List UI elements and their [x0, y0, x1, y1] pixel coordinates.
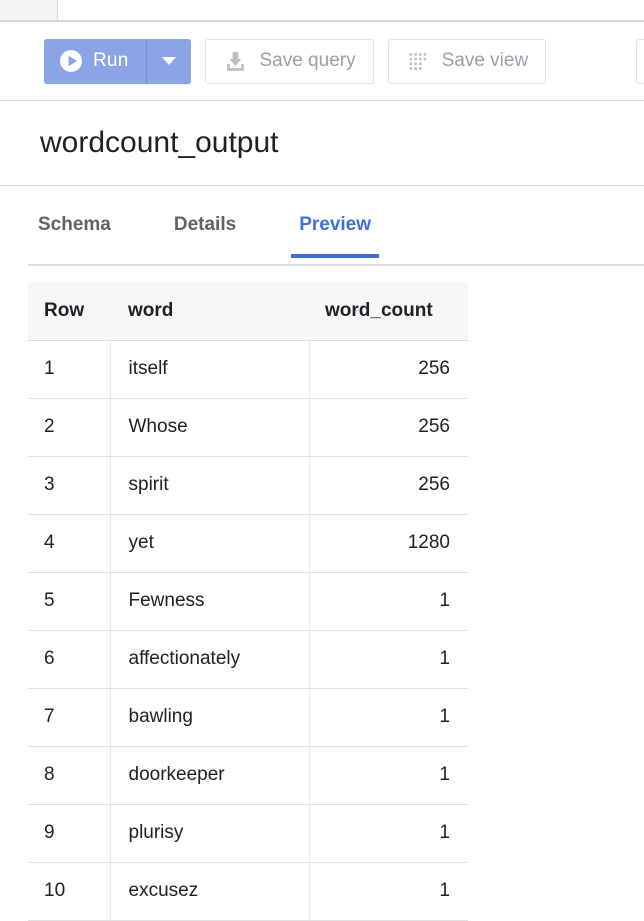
cell-word-count: 1 — [309, 804, 468, 863]
table-title-bar: wordcount_output — [0, 101, 644, 186]
column-header-row[interactable]: Row — [28, 282, 110, 341]
table-row[interactable]: 6 affectionately 1 — [28, 630, 468, 689]
save-view-button[interactable]: Save view — [387, 38, 547, 84]
table-row[interactable]: 7 bawling 1 — [28, 688, 468, 747]
browser-tab-strip — [0, 0, 644, 22]
run-dropdown-button[interactable] — [146, 38, 192, 84]
table-row[interactable]: 1 itself 256 — [28, 340, 468, 399]
column-header-word[interactable]: word — [110, 282, 309, 341]
cell-word-count: 1 — [309, 688, 468, 747]
detail-tabs: Schema Details Preview — [0, 186, 644, 268]
save-query-label: Save query — [259, 50, 356, 71]
cell-word-count: 1280 — [309, 514, 468, 573]
table-row[interactable]: 4 yet 1280 — [28, 514, 468, 573]
cell-row-number: 7 — [28, 688, 111, 747]
cell-row-number: 1 — [28, 340, 111, 399]
cell-word: Whose — [110, 398, 310, 457]
tab-preview[interactable]: Preview — [291, 214, 379, 258]
cell-word: itself — [110, 340, 310, 399]
save-view-label: Save view — [441, 50, 529, 71]
cell-word: Fewness — [110, 572, 310, 631]
cell-word-count: 1 — [309, 572, 468, 631]
overflow-toolbar-button[interactable] — [636, 39, 644, 84]
table-body: 1 itself 256 2 Whose 256 3 spirit 256 4 yet 1280 5 Fe… — [28, 340, 468, 921]
run-button-group: Run — [44, 38, 192, 84]
cell-word: spirit — [110, 456, 310, 515]
table-row[interactable]: 10 excusez 1 — [28, 862, 468, 921]
cell-word: yet — [110, 514, 310, 573]
table-row[interactable]: 8 doorkeeper 1 — [28, 746, 468, 805]
table-row[interactable]: 5 Fewness 1 — [28, 572, 468, 631]
cell-word: excusez — [110, 862, 310, 921]
cell-word: affectionately — [110, 630, 310, 689]
preview-results-table: Row word word_count 1 itself 256 2 Whose 256 3… — [28, 282, 468, 921]
tab-details[interactable]: Details — [166, 214, 244, 258]
cell-word-count: 256 — [309, 398, 468, 457]
cell-row-number: 4 — [28, 514, 111, 573]
tabs-divider — [28, 264, 644, 266]
cell-row-number: 8 — [28, 746, 111, 805]
run-button[interactable]: Run — [44, 38, 147, 84]
run-button-label: Run — [93, 50, 129, 71]
cell-word-count: 256 — [309, 340, 468, 399]
cell-word: bawling — [110, 688, 310, 747]
table-header-row: Row word word_count — [28, 282, 468, 341]
tab-stub[interactable] — [0, 0, 58, 20]
page-title: wordcount_output — [40, 126, 279, 159]
cell-word-count: 256 — [309, 456, 468, 515]
play-circle-icon — [59, 49, 83, 73]
table-header: Row word word_count — [28, 282, 468, 341]
cell-row-number: 10 — [28, 862, 111, 921]
cell-word-count: 1 — [309, 746, 468, 805]
table-row[interactable]: 3 spirit 256 — [28, 456, 468, 515]
cell-row-number: 5 — [28, 572, 111, 631]
cell-row-number: 6 — [28, 630, 111, 689]
cell-row-number: 9 — [28, 804, 111, 863]
cell-word-count: 1 — [309, 630, 468, 689]
grid-dots-icon — [406, 49, 431, 74]
cell-row-number: 3 — [28, 456, 111, 515]
cell-row-number: 2 — [28, 398, 111, 457]
table-row[interactable]: 2 Whose 256 — [28, 398, 468, 457]
cell-word-count: 1 — [309, 862, 468, 921]
tab-schema[interactable]: Schema — [30, 214, 119, 258]
chevron-down-icon — [162, 57, 177, 65]
cell-word: plurisy — [110, 804, 310, 863]
cell-word: doorkeeper — [110, 746, 310, 805]
save-download-icon — [223, 49, 248, 74]
table-row[interactable]: 9 plurisy 1 — [28, 804, 468, 863]
save-query-button[interactable]: Save query — [205, 38, 374, 84]
column-header-word-count[interactable]: word_count — [309, 282, 468, 341]
query-toolbar: Run Save query — [0, 22, 644, 101]
